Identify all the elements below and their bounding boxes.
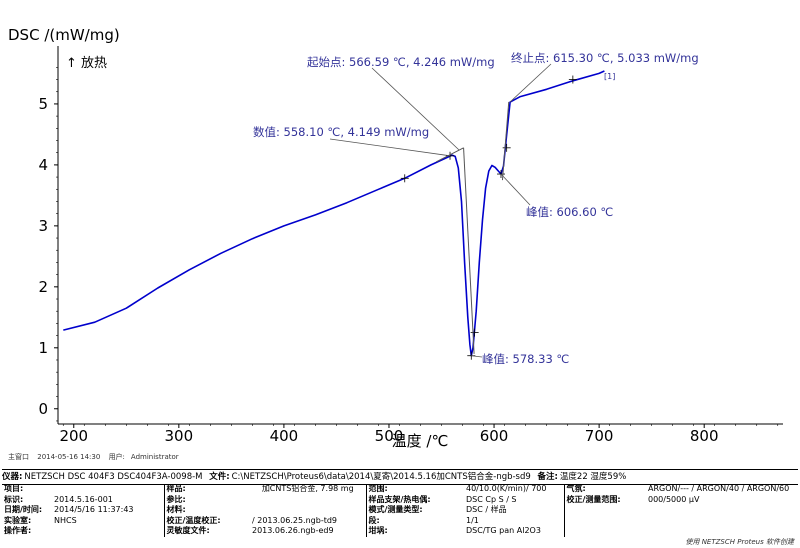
info-row: 日期/时间: 2014/5/16 11:37:43 材料: 模式/测量类型: DSC /… — [2, 505, 800, 516]
info-value — [52, 526, 164, 537]
x-tick-label: 700 — [585, 427, 614, 445]
info-key: 材料: — [163, 505, 250, 516]
info-value: / 2013.06.25.ngb-td9 — [252, 515, 338, 525]
info-key: 实验室: — [4, 515, 32, 525]
info-value: 000/5000 μV — [648, 494, 700, 504]
info-key: 气氛: — [563, 484, 646, 495]
y-tick-label: 3 — [38, 217, 48, 235]
info-key: 样品: — [163, 484, 250, 495]
endset-leader — [509, 63, 552, 103]
info-key: 项目: — [4, 484, 24, 493]
info-row: 操作者: 灵敏度文件: 2013.06.26.ngb-ed9 坩埚: DSC/TG pa… — [2, 526, 800, 537]
x-tick-label: 500 — [375, 427, 404, 445]
info-value — [646, 516, 800, 527]
info-row: 项目: 样品: 加CNTS铝合金, 7.98 mg 范围: 40/10.0(K/min)… — [2, 484, 800, 495]
axes: 0 1 2 3 4 5 200 300 400 500 600 700 800 温度 /℃ ↑ 放热 — [38, 46, 783, 450]
onset-baseline-tangent — [436, 147, 464, 163]
info-value: DSC / 样品 — [466, 505, 507, 515]
info-key — [563, 526, 646, 537]
dsc-curve-layer — [63, 70, 605, 357]
info-key: 校正/温度校正: — [163, 515, 250, 527]
info-key: 范围: — [365, 484, 464, 495]
info-key — [563, 515, 646, 527]
file-value: C:\NETZSCH\Proteus6\data\2014\夏寄\2014.5.… — [231, 472, 531, 482]
x-axis-label: 温度 /℃ — [392, 432, 449, 450]
info-key: 操作者: — [4, 526, 32, 536]
annotation-peak-1: 峰值: 578.33 ℃ — [482, 352, 569, 366]
info-key: 段: — [365, 515, 464, 527]
info-key: 参比: — [163, 494, 250, 506]
instrument-label: 仪器: — [2, 472, 23, 482]
info-key: 样品支架/热电偶: — [365, 494, 464, 506]
info-value: 2013.06.26.ngb-ed9 — [252, 526, 334, 536]
info-key — [563, 505, 646, 516]
datetime: 2014-05-16 14:30 — [37, 453, 101, 461]
annotation-value: 数值: 558.10 ℃, 4.149 mW/mg — [253, 125, 429, 139]
info-value — [646, 505, 800, 516]
annotation-curve-id: [1] — [604, 72, 615, 81]
user-label: 用户: — [108, 453, 125, 461]
annotation-onset: 起始点: 566.59 ℃, 4.246 mW/mg — [307, 55, 495, 69]
info-value — [250, 505, 366, 516]
onset-slope-tangent — [463, 147, 475, 354]
annotation-endset: 终止点: 615.30 ℃, 5.033 mW/mg — [511, 51, 699, 65]
info-value: DSC Cp S / S — [466, 494, 517, 504]
info-key: 日期/时间: — [4, 505, 43, 515]
info-value: DSC/TG pan Al2O3 — [466, 526, 541, 536]
info-value — [646, 526, 800, 537]
value-leader — [329, 138, 451, 157]
annotation-peak-2: 峰值: 606.60 ℃ — [526, 205, 613, 219]
info-key: 模式/测量类型: — [365, 505, 464, 516]
peak-2-leader — [500, 173, 531, 206]
dsc-curve — [63, 70, 605, 357]
brand-credit: 使用 NETZSCH Proteus 软件创建 — [685, 538, 794, 546]
y-axis-label: DSC /(mW/mg) — [8, 26, 120, 44]
endset-tangent — [501, 101, 510, 181]
info-row: 标识: 2014.5.16-001 参比: 样品支架/热电偶: DSC Cp S / S… — [2, 494, 800, 506]
annotations: 起始点: 566.59 ℃, 4.246 mW/mg 数值: 558.10 ℃, … — [253, 51, 699, 366]
dsc-chart: 0 1 2 3 4 5 200 300 400 500 600 700 800 温度 /℃ ↑ 放热 起始点… — [38, 46, 783, 450]
onset-leader — [371, 67, 460, 151]
x-tick-label: 800 — [690, 427, 719, 445]
info-value: NHCS — [54, 515, 77, 525]
info-value: 1/1 — [466, 515, 479, 525]
info-value: 2014.5.16-001 — [54, 494, 113, 504]
info-key: 坩埚: — [365, 526, 464, 537]
instrument-bar: 仪器: NETZSCH DSC 404F3 DSC404F3A-0098-M 文件… — [2, 469, 798, 485]
instrument-value: NETZSCH DSC 404F3 DSC404F3A-0098-M — [24, 472, 203, 482]
footer-meta: 主窗口 2014-05-16 14:30 用户: Administrator — [8, 452, 185, 462]
info-row: 实验室: NHCS 校正/温度校正:/ 2013.06.25.ngb-td9 段: 1/… — [2, 515, 800, 527]
info-key: 标识: — [4, 494, 24, 504]
user-name: Administrator — [130, 453, 179, 461]
info-key: 灵敏度文件: — [163, 526, 250, 537]
info-value: 2014/5/16 11:37:43 — [54, 505, 134, 515]
y-tick-label: 2 — [38, 278, 48, 296]
exo-direction-label: ↑ 放热 — [66, 56, 107, 71]
info-value — [250, 495, 366, 506]
remark-value: 温度22 湿度59% — [559, 472, 627, 482]
remark-label: 备注: — [537, 472, 558, 482]
info-value: ARGON/--- / ARGON/40 / ARGON/60 — [648, 484, 790, 493]
main-window-label: 主窗口 — [8, 453, 29, 461]
x-tick-label: 400 — [270, 427, 299, 445]
y-tick-label: 5 — [38, 95, 48, 113]
info-table: 项目: 样品: 加CNTS铝合金, 7.98 mg 范围: 40/10.0(K/min)… — [2, 484, 800, 537]
peak-1-leader — [471, 355, 483, 358]
info-value: 40/10.0(K/min)/ 700 — [466, 484, 547, 493]
y-tick-label: 4 — [38, 156, 48, 174]
y-tick-label: 0 — [38, 400, 48, 418]
x-tick-label: 600 — [480, 427, 509, 445]
file-label: 文件: — [209, 472, 230, 482]
y-tick-label: 1 — [38, 339, 48, 357]
info-key: 校正/测量范围: — [563, 494, 646, 506]
x-tick-label: 300 — [165, 427, 194, 445]
x-tick-label: 200 — [59, 427, 88, 445]
info-value — [52, 484, 164, 495]
info-value: 加CNTS铝合金, 7.98 mg — [261, 484, 354, 493]
